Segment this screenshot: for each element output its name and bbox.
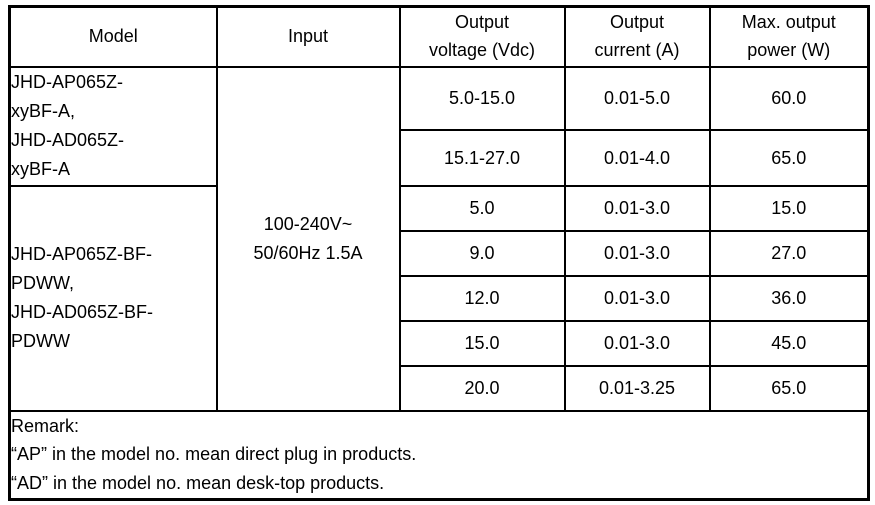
col-header-voltage: Output voltage (Vdc) [398,5,566,68]
remark-cell: Remark: “AP” in the model no. mean direct… [8,409,870,501]
current-cell: 0.01-4.0 [563,129,711,187]
power-cell: 65.0 [708,364,870,412]
voltage-cell: 5.0 [398,184,566,232]
model-group-1-cell: JHD-AP065Z-xyBF-A, JHD-AD065Z-xyBF-A [8,66,218,187]
current-cell: 0.01-3.25 [563,364,711,412]
current-cell: 0.01-5.0 [563,65,711,132]
power-cell: 27.0 [708,229,870,277]
power-cell: 65.0 [708,129,870,187]
power-cell: 36.0 [708,274,870,322]
voltage-cell: 5.0-15.0 [398,65,566,132]
col-header-current: Output current (A) [563,5,711,68]
table-row: 15.1-27.0 0.01-4.0 65.0 [10,129,870,187]
current-cell: 0.01-3.0 [563,229,711,277]
table-row: JHD-AP065Z-xyBF-A, JHD-AD065Z-xyBF-A 100-… [8,65,870,412]
voltage-cell: 9.0 [398,229,566,277]
table-row: 15.0 0.01-3.0 45.0 [10,319,870,367]
power-cell: 15.0 [708,184,870,232]
table-row: 20.0 0.01-3.25 65.0 [10,364,870,412]
current-cell: 0.01-3.0 [563,319,711,367]
voltage-cell: 20.0 [398,364,566,412]
col-header-input: Input [215,5,401,68]
current-cell: 0.01-3.0 [563,274,711,322]
col-header-model: Model [8,5,218,68]
power-cell: 45.0 [708,319,870,367]
power-spec-table: Model Input Output voltage (Vdc) Output cu… [8,5,870,502]
voltage-cell: 15.1-27.0 [398,129,566,187]
input-cell: 100-240V~ 50/60Hz 1.5A [215,66,401,412]
current-cell: 0.01-3.0 [563,184,711,232]
model-group-2-cell: JHD-AP065Z-BF- PDWW, JHD-AD065Z-BF- PDWW [8,184,218,412]
power-cell: 60.0 [708,65,870,132]
table-row: 12.0 0.01-3.0 36.0 [10,274,870,322]
voltage-cell: 15.0 [398,319,566,367]
voltage-cell: 12.0 [398,274,566,322]
col-header-power: Max. output power (W) [708,5,870,68]
table-row: JHD-AP065Z-BF- PDWW, JHD-AD065Z-BF- PDWW 5.… [8,184,870,412]
header-row: Model Input Output voltage (Vdc) Output cu… [8,5,870,68]
table-row: 9.0 0.01-3.0 27.0 [10,229,870,277]
remark-row: Remark: “AP” in the model no. mean direct… [8,409,870,501]
